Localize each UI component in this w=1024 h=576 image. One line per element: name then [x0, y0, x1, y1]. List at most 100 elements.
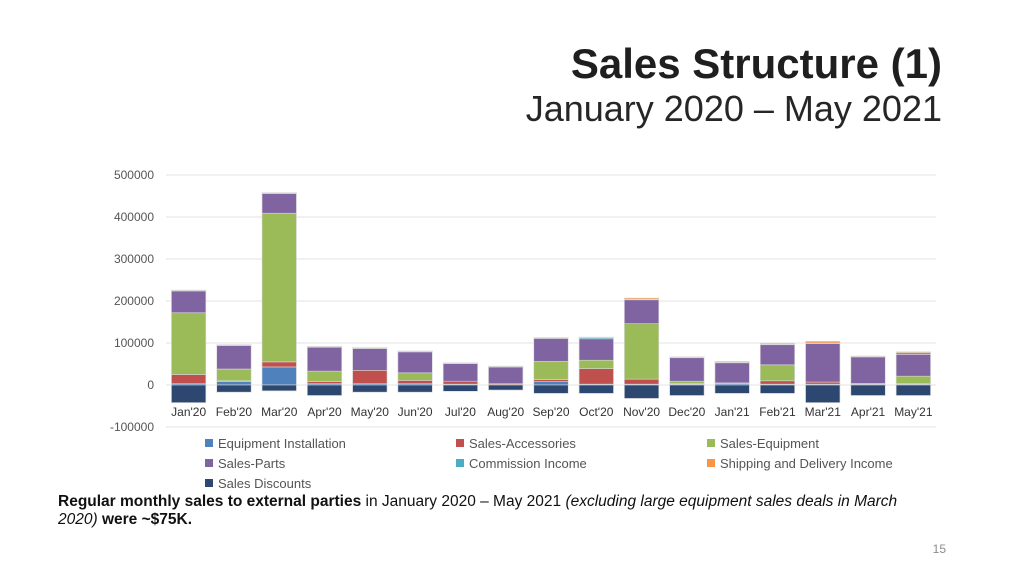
bar-segment-sales-equipment — [578, 359, 614, 369]
bar-segment-sales-parts — [307, 346, 343, 372]
legend-label: Sales Discounts — [218, 476, 312, 491]
x-tick-label: Dec'20 — [668, 405, 705, 419]
legend-swatch — [456, 439, 464, 447]
legend-swatch — [205, 459, 213, 467]
bar-segment-shipping-and-delivery-income — [895, 351, 931, 353]
bar-segment-shipping-and-delivery-income — [352, 347, 388, 349]
bar-segment-sales-parts — [533, 338, 569, 362]
x-tick-label: Nov'20 — [623, 405, 660, 419]
x-tick-label: Apr'21 — [851, 405, 886, 419]
bar-segment-sales-discounts — [307, 384, 343, 396]
y-tick-label: 200000 — [114, 294, 154, 308]
bar-segment-sales-discounts — [261, 384, 297, 392]
bar-segment-sales-accessories — [805, 381, 841, 385]
bar-segment-sales-discounts — [397, 384, 433, 393]
legend-label: Sales-Accessories — [469, 436, 576, 451]
bar-segment-sales-parts — [171, 290, 207, 314]
bar-segment-sales-discounts — [624, 384, 660, 399]
legend-label: Sales-Equipment — [720, 436, 819, 451]
bar-segment-sales-parts — [669, 357, 705, 382]
x-tick-label: May'21 — [894, 405, 933, 419]
bar-segment-sales-equipment — [307, 370, 343, 382]
bar-segment-shipping-and-delivery-income — [307, 346, 343, 348]
x-tick-label: Jun'20 — [398, 405, 433, 419]
legend-label: Equipment Installation — [218, 436, 346, 451]
bar-segment-sales-equipment — [669, 380, 705, 384]
slide-title: Sales Structure (1) — [570, 40, 942, 87]
legend-swatch — [205, 479, 213, 487]
bar-segment-sales-parts — [759, 344, 795, 366]
bar-segment-shipping-and-delivery-income — [759, 343, 795, 345]
bar-segment-sales-accessories — [352, 369, 388, 385]
bar-segment-sales-equipment — [759, 364, 795, 382]
x-tick-label: Jan'20 — [171, 405, 206, 419]
x-tick-label: Jul'20 — [445, 405, 476, 419]
bar-segment-sales-accessories — [307, 381, 343, 385]
note-bold-2: were ~$75K. — [101, 511, 193, 528]
bar-segment-sales-discounts — [216, 384, 252, 393]
legend-swatch — [205, 439, 213, 447]
bar-segment-sales-accessories — [624, 378, 660, 385]
bar-segment-sales-discounts — [895, 384, 931, 396]
bar-segment-sales-parts — [714, 362, 750, 384]
summary-note: Regular monthly sales to external partie… — [58, 493, 938, 529]
bar-segment-sales-parts — [895, 354, 931, 377]
x-tick-label: Feb'20 — [216, 405, 253, 419]
bar-segment-sales-discounts — [533, 384, 569, 394]
bar-segment-shipping-and-delivery-income — [578, 336, 614, 338]
bar-segment-shipping-and-delivery-income — [442, 362, 478, 364]
bar-segment-sales-parts — [442, 363, 478, 382]
bar-segment-sales-discounts — [352, 384, 388, 393]
bar-segment-sales-discounts — [850, 384, 886, 396]
x-tick-label: Jan'21 — [715, 405, 750, 419]
bar-segment-sales-parts — [352, 348, 388, 371]
y-tick-label: -100000 — [110, 420, 154, 434]
bar-segment-sales-parts — [397, 351, 433, 374]
bar-segment-equipment-installation — [533, 381, 569, 386]
note-bold-1: Regular monthly sales to external partie… — [58, 493, 362, 510]
bar-segment-sales-accessories — [759, 380, 795, 385]
bar-segment-sales-discounts — [171, 384, 207, 403]
y-tick-label: 100000 — [114, 336, 154, 350]
bar-segment-shipping-and-delivery-income — [397, 350, 433, 352]
bar-segment-shipping-and-delivery-income — [714, 361, 750, 363]
bar-segment-sales-equipment — [533, 361, 569, 380]
bar-segment-sales-discounts — [714, 384, 750, 394]
legend-swatch — [707, 439, 715, 447]
y-tick-label: 300000 — [114, 252, 154, 266]
x-tick-label: May'20 — [351, 405, 390, 419]
legend-label: Shipping and Delivery Income — [720, 456, 893, 471]
bar-segment-sales-discounts — [442, 384, 478, 392]
bar-segment-sales-discounts — [488, 384, 524, 391]
y-tick-label: 0 — [147, 378, 154, 392]
bar-segment-shipping-and-delivery-income — [171, 289, 207, 291]
legend-label: Sales-Parts — [218, 456, 286, 471]
bar-segment-shipping-and-delivery-income — [850, 355, 886, 357]
bar-segment-sales-equipment — [397, 372, 433, 381]
bar-segment-shipping-and-delivery-income — [488, 365, 524, 367]
bar-segment-sales-parts — [805, 343, 841, 383]
bar-segment-sales-parts — [624, 299, 660, 324]
bar-segment-sales-equipment — [171, 312, 207, 375]
bar-segment-sales-discounts — [759, 384, 795, 394]
bar-segment-sales-parts — [850, 356, 886, 384]
bar-segment-sales-equipment — [261, 212, 297, 363]
x-tick-label: Mar'20 — [261, 405, 298, 419]
x-tick-label: Oct'20 — [579, 405, 614, 419]
bar-segment-sales-parts — [216, 345, 252, 370]
bar-segment-sales-parts — [578, 338, 614, 361]
x-tick-label: Feb'21 — [759, 405, 796, 419]
x-tick-label: Mar'21 — [805, 405, 842, 419]
bar-segment-shipping-and-delivery-income — [805, 341, 841, 344]
bar-segment-shipping-and-delivery-income — [669, 356, 705, 358]
bar-segment-sales-discounts — [669, 384, 705, 396]
bar-segment-sales-accessories — [533, 379, 569, 382]
bar-segment-sales-equipment — [895, 375, 931, 384]
bar-segment-sales-parts — [261, 193, 297, 214]
x-tick-label: Sep'20 — [533, 405, 570, 419]
bar-segment-sales-discounts — [578, 384, 614, 394]
bar-segment-sales-accessories — [261, 361, 297, 368]
y-tick-label: 500000 — [114, 168, 154, 182]
bar-segment-shipping-and-delivery-income — [261, 192, 297, 194]
